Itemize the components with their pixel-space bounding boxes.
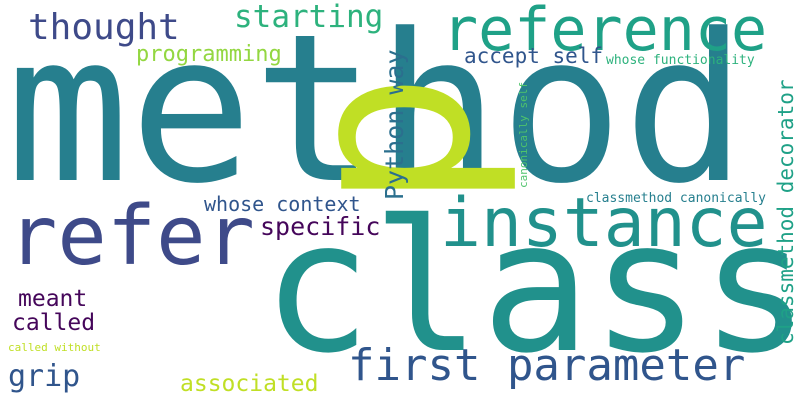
word-first-parameter: first parameter bbox=[348, 340, 746, 391]
word-python-way: Python way bbox=[380, 49, 409, 200]
word-grip: grip bbox=[8, 359, 81, 394]
word-whose-functionality: whose functionality bbox=[606, 53, 755, 68]
word-thought: thought bbox=[28, 7, 180, 48]
word-instance: instance bbox=[440, 184, 768, 263]
word-refer: refer bbox=[8, 189, 255, 284]
word-called-without: called without bbox=[8, 341, 101, 354]
word-whose-context: whose context bbox=[204, 192, 361, 216]
word-called: called bbox=[12, 310, 96, 336]
word-accept-self: accept self bbox=[464, 44, 604, 68]
word-programming: programming bbox=[136, 42, 282, 67]
word-method: method bbox=[6, 0, 747, 229]
word-classmethod-decorator: classmethod decorator bbox=[774, 79, 798, 345]
word-meant: meant bbox=[18, 286, 88, 312]
word-starting: starting bbox=[234, 0, 384, 35]
word-canonically-self: canonically self bbox=[517, 82, 530, 188]
word-specific: specific bbox=[260, 212, 381, 241]
word-associated: associated bbox=[180, 371, 319, 397]
word-class: class bbox=[262, 181, 800, 393]
word-classmethod-canonically: classmethod canonically bbox=[586, 191, 767, 206]
word-reference: reference bbox=[442, 0, 768, 65]
